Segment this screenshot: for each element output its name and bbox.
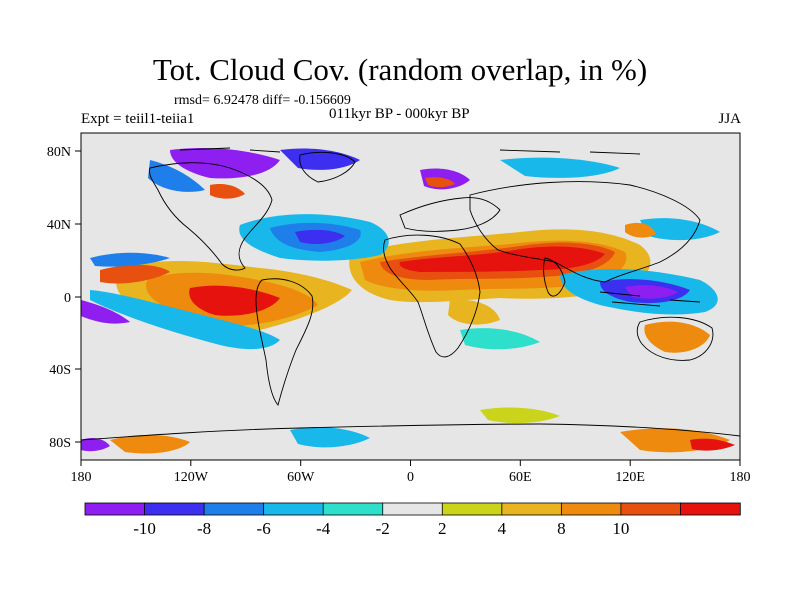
y-tick-label-0: 0 <box>64 291 71 306</box>
coastline-south-america <box>255 278 314 406</box>
anomaly-positive-africa-asia-peak <box>399 246 605 272</box>
coastline-north-america <box>149 162 273 271</box>
plot-title: Tot. Cloud Cov. (random overlap, in %) <box>152 52 648 87</box>
anomaly-positive-pacific-peak <box>189 285 280 316</box>
season-label: JJA <box>718 111 741 127</box>
anomaly-negative-arctic-canada-rim <box>148 160 205 192</box>
anomaly-negative-antarctic-mid <box>290 427 370 448</box>
coastline-australia <box>636 316 714 361</box>
x-tick-label-180w: 180 <box>71 470 92 485</box>
y-tick-label-80s: 80S <box>49 436 71 451</box>
x-tick-label-0: 0 <box>407 470 414 485</box>
colorbar-label-2: -6 <box>257 519 271 538</box>
anomaly-negative-nepacific-high <box>640 218 720 241</box>
anomaly-negative-atlantic-peak <box>295 229 345 244</box>
anomaly-negative-south-pacific <box>90 290 280 350</box>
colorbar-label-8: 10 <box>612 519 629 538</box>
colorbar-labels: -10 -8 -6 -4 -2 2 4 8 10 <box>133 519 629 538</box>
colorbar-box-3 <box>263 502 324 516</box>
colorbar-box-7 <box>501 502 563 516</box>
colorbar-box-9 <box>620 502 682 516</box>
anomaly-negative-north-pacific <box>90 252 170 267</box>
coastline-arctic-islands <box>179 147 641 155</box>
colorbar-label-5: 2 <box>438 519 447 538</box>
anomaly-positive-nepacific <box>100 264 170 284</box>
colorbar-box-6 <box>441 502 503 516</box>
anomaly-positive-eastafrica <box>448 299 500 325</box>
anomaly-positive-australia <box>644 321 710 353</box>
colorbar-label-4: -2 <box>376 519 390 538</box>
x-tick-label-180e: 180 <box>730 470 751 485</box>
colorbar-box-0 <box>84 502 146 516</box>
colorbar-label-7: 8 <box>557 519 566 538</box>
coastline-india <box>543 257 566 297</box>
anomaly-negative-siberia <box>500 157 620 178</box>
colorbar-box-10 <box>680 502 741 516</box>
y-tick-label-40n: 40N <box>47 218 71 233</box>
anomaly-positive-scandinavia <box>425 177 455 188</box>
coastline-africa <box>383 234 481 358</box>
colorbar-box-1 <box>144 502 205 516</box>
anomaly-positive-antarctic-east-peak <box>690 438 735 451</box>
colorbar-box-5 <box>382 502 443 516</box>
colorbar-box-8 <box>560 502 622 516</box>
colorbar-box-4 <box>322 502 384 516</box>
anomaly-negative-greenland <box>280 148 360 170</box>
coastline-indonesia <box>599 291 701 307</box>
coastline-greenland <box>299 151 356 183</box>
y-axis <box>75 150 81 443</box>
x-tick-label-60e: 60E <box>509 470 532 485</box>
x-tick-label-120w: 120W <box>174 470 209 485</box>
coastlines <box>81 147 740 441</box>
x-tick-label-60w: 60W <box>287 470 315 485</box>
experiment-label: Expt = teiil1-teiia1 <box>81 111 195 127</box>
period-label: 011kyr BP - 000kyr BP <box>329 106 470 122</box>
anomaly-positive-hudson <box>210 184 245 199</box>
anomaly-positive-antarctic-wedge <box>480 407 560 424</box>
y-tick-label-80n: 80N <box>47 145 71 160</box>
y-tick-label-40s: 40S <box>49 363 71 378</box>
x-tick-label-120e: 120E <box>615 470 645 485</box>
colorbar-label-6: 4 <box>498 519 507 538</box>
colorbar <box>84 502 741 516</box>
colorbar-label-3: -4 <box>316 519 331 538</box>
colorbar-label-0: -10 <box>133 519 156 538</box>
anomaly-negative-arctic-canada <box>170 148 280 179</box>
anomaly-negative-antarctic-west <box>81 438 110 452</box>
anomaly-patterns <box>81 148 735 454</box>
anomaly-negative-west-pacific <box>81 300 130 324</box>
coastline-asia <box>469 181 701 283</box>
anomaly-negative-maritime-peak <box>625 285 678 299</box>
map-area <box>81 133 740 460</box>
anomaly-positive-japan <box>625 222 656 238</box>
statistics-text: rmsd= 6.92478 diff= -0.156609 <box>174 93 351 108</box>
anomaly-negative-sindian <box>460 328 540 350</box>
coastline-antarctica <box>81 423 740 441</box>
coastline-europe <box>399 197 501 232</box>
colorbar-label-1: -8 <box>197 519 211 538</box>
x-axis <box>80 460 741 466</box>
colorbar-box-2 <box>203 502 265 516</box>
anomaly-positive-antarctic-west <box>110 434 190 454</box>
